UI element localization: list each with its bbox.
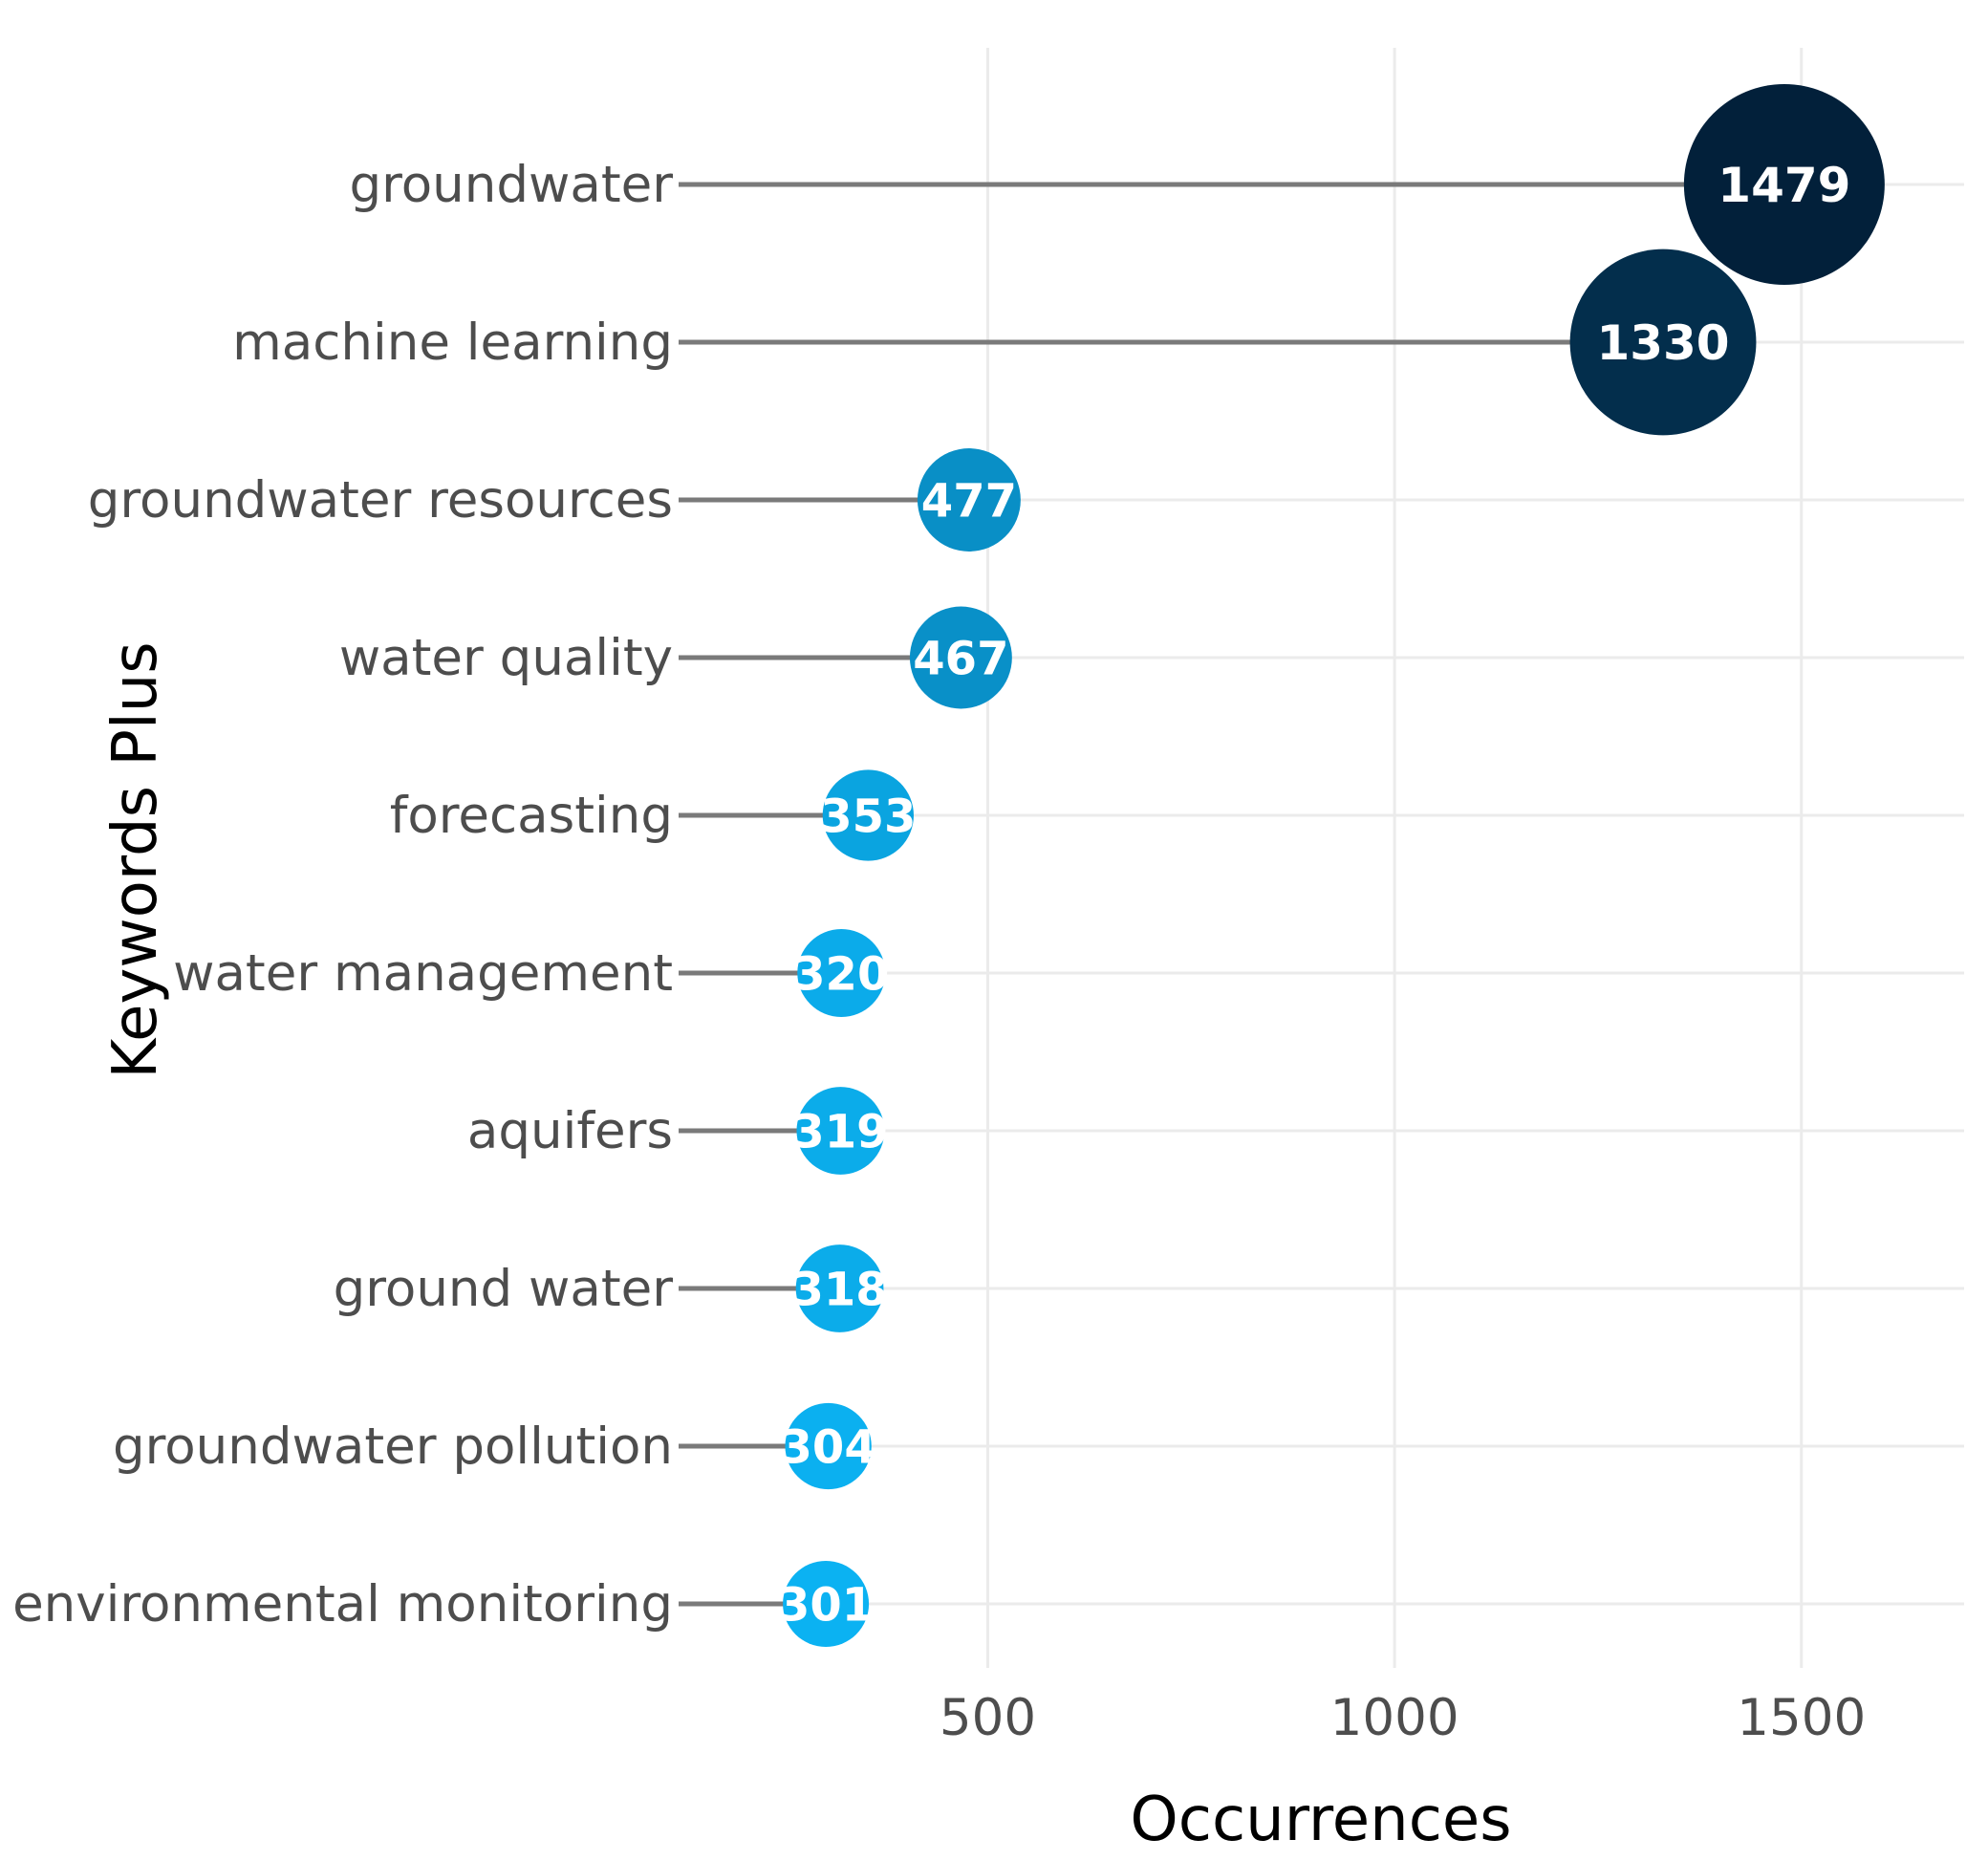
data-label: 320 [793,947,889,1001]
category-label: water management [173,944,673,1003]
data-point-bubble [797,929,886,1017]
category-label-layer: groundwater machine learning groundwater r… [12,156,673,1634]
data-point-bubble [785,1402,872,1490]
data-label: 353 [820,790,916,843]
data-point-bubble [917,448,1021,552]
data-label: 319 [792,1105,888,1158]
data-point-bubble [783,1561,870,1647]
bubble-layer: 1479 1330 477 467 353 320 319 318 304 301 [778,84,1885,1647]
data-label: 1330 [1596,315,1729,371]
data-point-bubble [795,1244,884,1332]
data-label: 1479 [1718,158,1850,213]
data-label: 467 [913,632,1008,685]
category-label: environmental monitoring [12,1575,673,1634]
data-point-bubble [796,1087,885,1175]
data-point-bubble [1683,84,1885,285]
x-tick-label: 500 [940,1689,1036,1747]
data-label: 318 [791,1263,887,1316]
category-label: machine learning [232,314,673,372]
x-axis-title: Occurrences [1130,1785,1511,1855]
data-label: 477 [921,474,1017,528]
category-label: aquifers [467,1102,673,1160]
y-axis-title: Keywords Plus [100,641,171,1078]
data-point-bubble [1569,249,1757,436]
data-label: 304 [781,1420,876,1474]
category-label: forecasting [390,787,673,845]
x-tick-label: 1000 [1330,1689,1459,1747]
data-point-bubble [909,606,1012,709]
category-label: ground water [334,1260,674,1318]
data-label: 301 [778,1578,874,1632]
x-tick-label: 1500 [1737,1689,1866,1747]
category-label: water quality [339,629,673,687]
data-point-bubble [822,769,914,861]
tick-label-layer: 500 1000 1500 [940,1689,1866,1747]
category-label: groundwater pollution [113,1417,673,1476]
category-label: groundwater resources [88,471,673,530]
category-label: groundwater [349,156,673,214]
